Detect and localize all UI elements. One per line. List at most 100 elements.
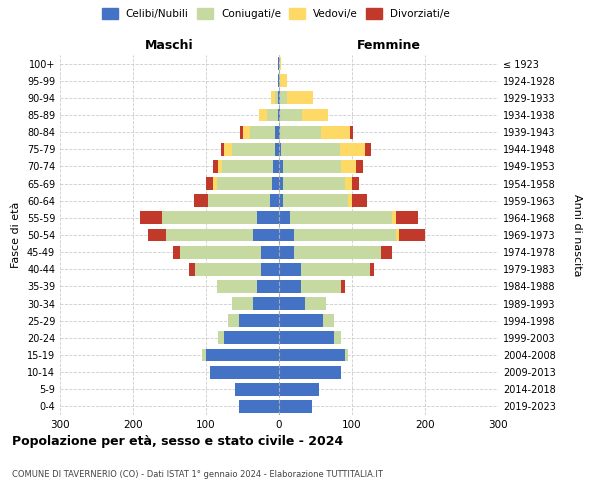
Bar <box>212 160 218 173</box>
Bar <box>279 366 341 378</box>
Bar <box>279 194 283 207</box>
Bar <box>279 280 301 293</box>
Bar <box>356 160 363 173</box>
Bar <box>217 280 257 293</box>
Bar <box>280 108 302 122</box>
Bar <box>242 126 250 138</box>
Bar <box>400 228 425 241</box>
Bar <box>275 92 278 104</box>
Bar <box>222 160 273 173</box>
Bar <box>279 160 283 173</box>
Bar <box>278 108 279 122</box>
Bar <box>218 332 224 344</box>
Bar <box>217 177 272 190</box>
Text: COMUNE DI TAVERNERIO (CO) - Dati ISTAT 1° gennaio 2024 - Elaborazione TUTTITALIA: COMUNE DI TAVERNERIO (CO) - Dati ISTAT 1… <box>12 470 383 479</box>
Bar <box>365 143 371 156</box>
Bar <box>352 194 367 207</box>
Bar <box>283 160 341 173</box>
Bar <box>350 126 353 138</box>
Bar <box>283 177 344 190</box>
Bar <box>396 212 418 224</box>
Bar <box>279 108 280 122</box>
Bar <box>181 246 261 258</box>
Bar <box>173 246 181 258</box>
Bar <box>235 383 279 396</box>
Bar <box>214 177 217 190</box>
Bar <box>206 177 214 190</box>
Bar <box>259 108 266 122</box>
Bar <box>275 143 279 156</box>
Bar <box>392 212 396 224</box>
Bar <box>279 246 293 258</box>
Bar <box>344 177 352 190</box>
Bar <box>280 74 287 87</box>
Bar <box>241 126 242 138</box>
Bar <box>283 194 349 207</box>
Bar <box>279 400 312 413</box>
Bar <box>162 212 257 224</box>
Bar <box>261 263 279 276</box>
Bar <box>257 280 279 293</box>
Bar <box>195 263 261 276</box>
Bar <box>266 108 278 122</box>
Bar <box>194 194 208 207</box>
Bar <box>202 348 206 362</box>
Bar <box>278 74 279 87</box>
Bar <box>189 263 195 276</box>
Bar <box>281 143 340 156</box>
Bar <box>280 92 287 104</box>
Bar <box>279 57 281 70</box>
Bar <box>279 263 301 276</box>
Bar <box>279 297 305 310</box>
Bar <box>302 108 328 122</box>
Bar <box>323 314 334 327</box>
Bar <box>253 297 279 310</box>
Bar <box>232 143 275 156</box>
Legend: Celibi/Nubili, Coniugati/e, Vedovi/e, Divorziati/e: Celibi/Nubili, Coniugati/e, Vedovi/e, Di… <box>99 5 453 22</box>
Bar <box>341 160 356 173</box>
Bar <box>279 332 334 344</box>
Bar <box>287 92 313 104</box>
Bar <box>396 228 400 241</box>
Bar <box>166 228 253 241</box>
Bar <box>301 280 341 293</box>
Bar <box>271 92 275 104</box>
Bar <box>381 246 392 258</box>
Bar <box>290 212 392 224</box>
Bar <box>279 177 283 190</box>
Bar <box>370 263 374 276</box>
Y-axis label: Anni di nascita: Anni di nascita <box>572 194 583 276</box>
Text: Maschi: Maschi <box>145 38 194 52</box>
Bar <box>232 297 253 310</box>
Bar <box>206 348 279 362</box>
Bar <box>279 314 323 327</box>
Bar <box>320 126 350 138</box>
Bar <box>208 194 270 207</box>
Bar <box>279 143 281 156</box>
Bar <box>148 228 166 241</box>
Bar <box>352 177 359 190</box>
Bar <box>279 348 344 362</box>
Bar <box>218 160 222 173</box>
Bar <box>349 194 352 207</box>
Bar <box>334 332 341 344</box>
Bar <box>228 314 239 327</box>
Bar <box>279 228 293 241</box>
Bar <box>140 212 162 224</box>
Bar <box>301 263 370 276</box>
Bar <box>340 143 365 156</box>
Bar <box>279 212 290 224</box>
Bar <box>305 297 326 310</box>
Bar <box>341 280 344 293</box>
Bar <box>293 246 381 258</box>
Bar <box>209 366 279 378</box>
Text: Femmine: Femmine <box>356 38 421 52</box>
Bar <box>293 228 396 241</box>
Bar <box>278 57 279 70</box>
Bar <box>278 92 279 104</box>
Y-axis label: Fasce di età: Fasce di età <box>11 202 21 268</box>
Bar <box>257 212 279 224</box>
Bar <box>280 126 320 138</box>
Bar <box>250 126 275 138</box>
Bar <box>239 400 279 413</box>
